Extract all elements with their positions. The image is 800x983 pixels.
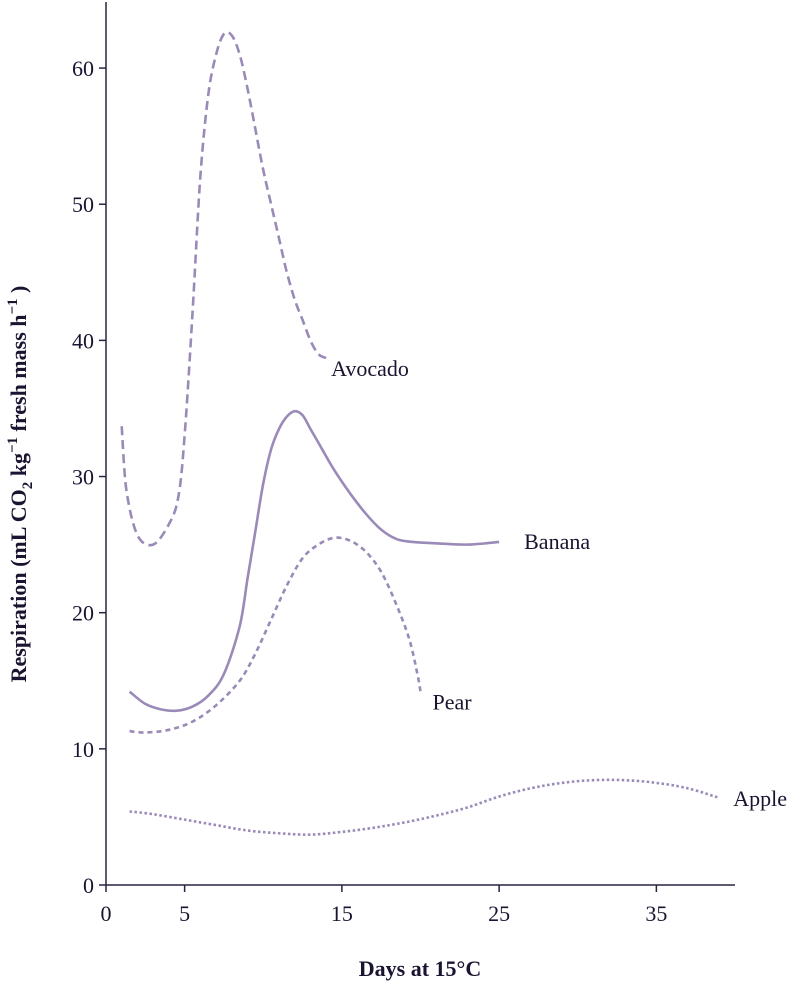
y-axis-title-part: fresh mass h — [6, 315, 31, 437]
banana-label: Banana — [524, 529, 590, 554]
apple-line — [129, 778, 720, 836]
x-axis-title: Days at 15°C — [359, 956, 481, 981]
x-axis-ticks: 0 5 15 25 35 — [101, 885, 667, 926]
y-axis-title-superscript: −1 — [5, 437, 21, 453]
y-axis-ticks: 0 10 20 30 40 50 60 — [72, 56, 106, 898]
avocado-label: Avocado — [331, 356, 409, 381]
y-axis-title-superscript: −1 — [5, 298, 21, 314]
pear-label: Pear — [433, 690, 473, 715]
series-lines — [120, 30, 720, 836]
y-tick-label: 60 — [72, 56, 94, 81]
y-axis-title: Respiration (mL CO2 kg−1 fresh mass h−1 … — [5, 286, 36, 683]
y-tick-label: 20 — [72, 601, 94, 626]
x-tick-label: 25 — [488, 901, 510, 926]
y-axis-title-part: Respiration (mL CO — [6, 489, 31, 682]
series-labels: Avocado Banana Pear Apple — [331, 356, 787, 811]
apple-label: Apple — [733, 786, 787, 811]
y-tick-label: 10 — [72, 737, 94, 762]
y-axis-title-subscript: 2 — [20, 482, 36, 490]
avocado-line — [120, 30, 327, 547]
pear-line — [129, 536, 422, 734]
y-tick-label: 30 — [72, 465, 94, 490]
x-tick-label: 0 — [101, 901, 112, 926]
y-tick-label: 50 — [72, 192, 94, 217]
banana-line — [128, 409, 500, 713]
y-axis-title-part: ) — [6, 286, 31, 299]
y-tick-label: 40 — [72, 328, 94, 353]
x-tick-label: 15 — [331, 901, 353, 926]
y-axis-title-part: kg — [6, 453, 31, 482]
y-tick-label: 0 — [83, 873, 94, 898]
x-tick-label: 5 — [179, 901, 190, 926]
x-tick-label: 35 — [645, 901, 667, 926]
